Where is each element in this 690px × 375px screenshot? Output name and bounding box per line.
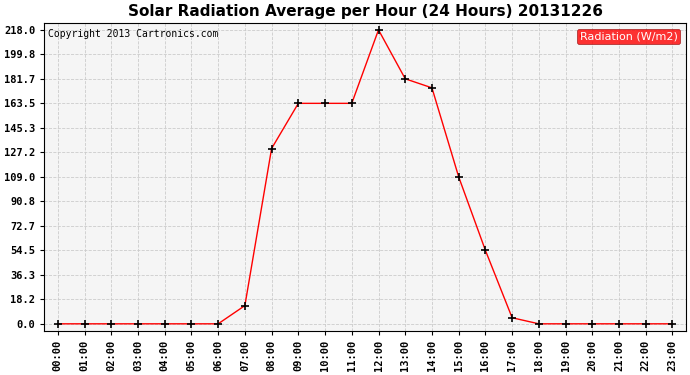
Text: Copyright 2013 Cartronics.com: Copyright 2013 Cartronics.com — [48, 29, 218, 39]
Legend: Radiation (W/m2): Radiation (W/m2) — [577, 28, 680, 44]
Title: Solar Radiation Average per Hour (24 Hours) 20131226: Solar Radiation Average per Hour (24 Hou… — [128, 4, 602, 19]
